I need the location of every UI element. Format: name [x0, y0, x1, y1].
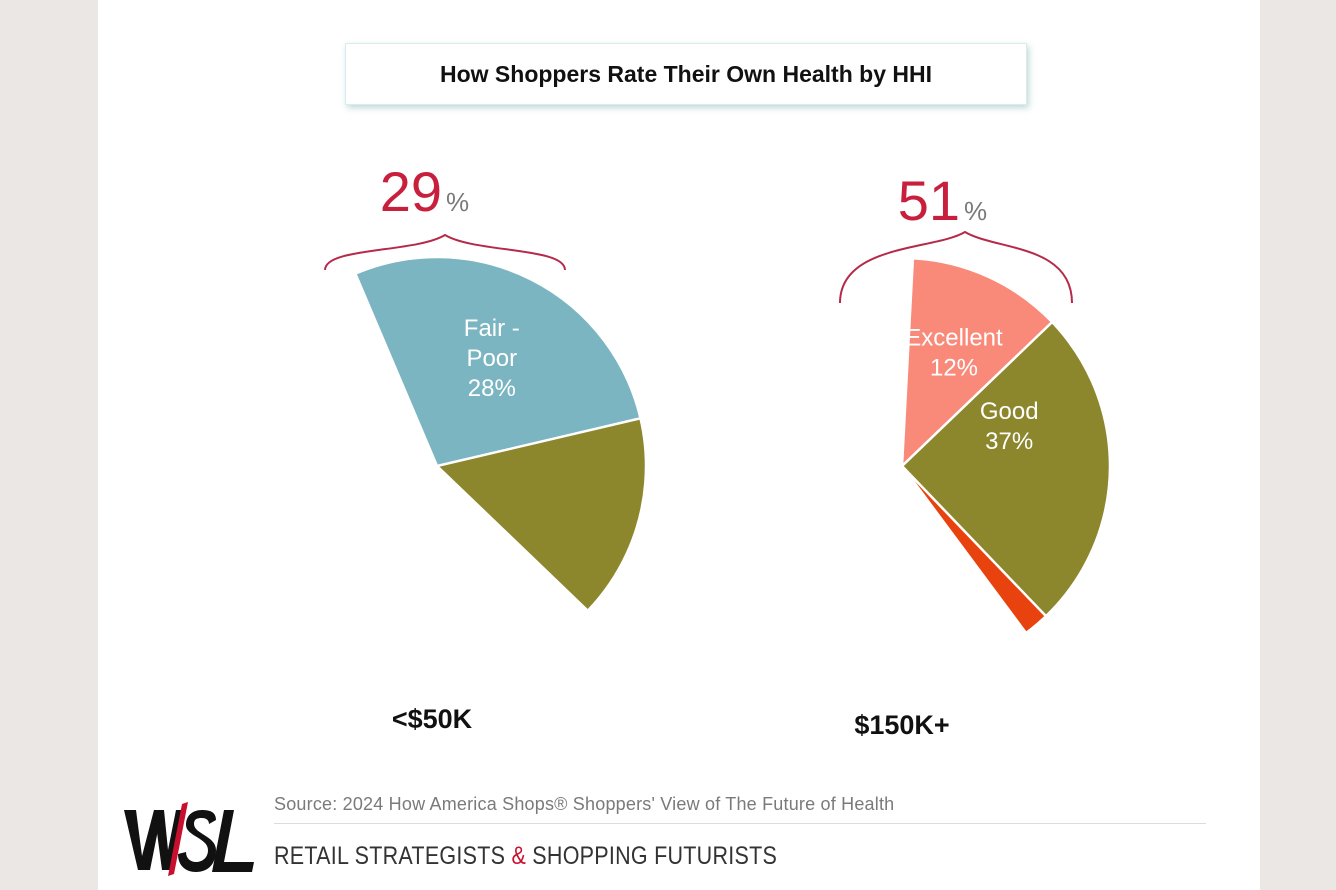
highlight-value: 29: [380, 160, 442, 223]
footer-divider: [274, 823, 1206, 824]
highlight-unit: %: [964, 196, 987, 226]
pie-caption: <$50K: [392, 704, 473, 734]
tagline-part2: SHOPPING FUTURISTS: [532, 842, 778, 870]
wsl-logo: [124, 802, 254, 876]
pie-slice-excellent: [900, 257, 1054, 468]
chart-title: How Shoppers Rate Their Own Health by HH…: [345, 43, 1027, 105]
pie-caption: $150K+: [854, 710, 949, 740]
slice-label-excellent: Excellent 12%: [905, 325, 1003, 382]
slice-label-fair-poor: Fair -Poor 28%: [464, 315, 520, 402]
chart-title-text: How Shoppers Rate Their Own Health by HH…: [439, 60, 932, 87]
highlight-brace: [839, 230, 1073, 304]
tagline-part1: RETAIL STRATEGISTS: [274, 842, 506, 870]
pie-chart-under-50k: Excellent7%VeryGood22%Good44%Fair -Poor2…: [324, 160, 648, 734]
tagline-ampersand: &: [511, 842, 527, 870]
source-note: Source: 2024 How America Shops® Shoppers…: [274, 794, 895, 814]
highlight-value: 51: [898, 169, 960, 232]
slice-label-good: Good 37%: [980, 398, 1039, 455]
highlight-brace: [324, 233, 566, 271]
pie-slice-fair-poor: [354, 255, 642, 468]
footer-tagline: RETAIL STRATEGISTS & SHOPPING FUTURISTS: [274, 842, 777, 871]
highlight-unit: %: [446, 187, 469, 217]
